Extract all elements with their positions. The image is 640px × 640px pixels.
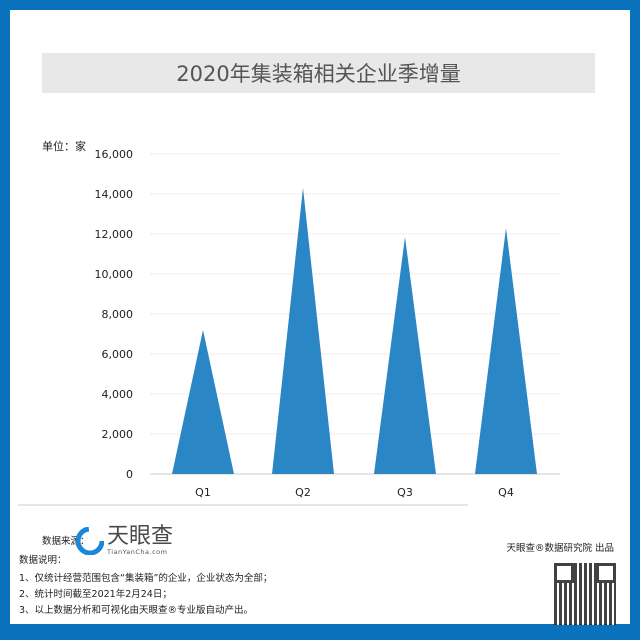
logo-icon	[76, 527, 104, 555]
qr-code	[554, 563, 616, 625]
title-bar: 2020年集装箱相关企业季增量	[42, 53, 595, 93]
bar-q4	[475, 228, 537, 474]
chart-title: 2020年集装箱相关企业季增量	[176, 62, 461, 86]
y-tick-label: 0	[126, 468, 133, 481]
y-tick-label: 10,000	[95, 268, 134, 281]
x-tick-label: Q1	[195, 486, 211, 499]
note-3: 3、以上数据分析和可视化由天眼查®专业版自动产出。	[19, 605, 254, 616]
bar-q2	[272, 188, 334, 474]
y-tick-label: 8,000	[102, 308, 134, 321]
credit: 天眼查®数据研究院 出品	[506, 543, 614, 554]
y-tick-label: 14,000	[95, 188, 134, 201]
x-tick-label: Q4	[498, 486, 514, 499]
logo-sub: TianYanCha.com	[107, 548, 168, 556]
bar-q1	[172, 330, 234, 474]
notes-label: 数据说明：	[19, 555, 67, 566]
bar-q3	[374, 237, 436, 474]
x-tick-label: Q2	[295, 486, 311, 499]
tianyancha-logo: 天眼查 TianYanCha.com	[76, 526, 173, 556]
y-tick-label: 2,000	[102, 428, 134, 441]
note-1: 1、仅统计经营范围包含“集装箱”的企业，企业状态为全部；	[19, 573, 273, 584]
note-2: 2、统计时间截至2021年2月24日；	[19, 589, 172, 600]
y-tick-label: 6,000	[102, 348, 134, 361]
y-tick-label: 16,000	[95, 148, 134, 161]
y-tick-label: 12,000	[95, 228, 134, 241]
x-tick-label: Q3	[397, 486, 413, 499]
unit-label: 单位：家	[42, 140, 86, 153]
y-tick-label: 4,000	[102, 388, 134, 401]
logo-text: 天眼查	[107, 524, 174, 549]
source-label: 数据来源：	[42, 536, 90, 547]
card	[10, 10, 630, 624]
